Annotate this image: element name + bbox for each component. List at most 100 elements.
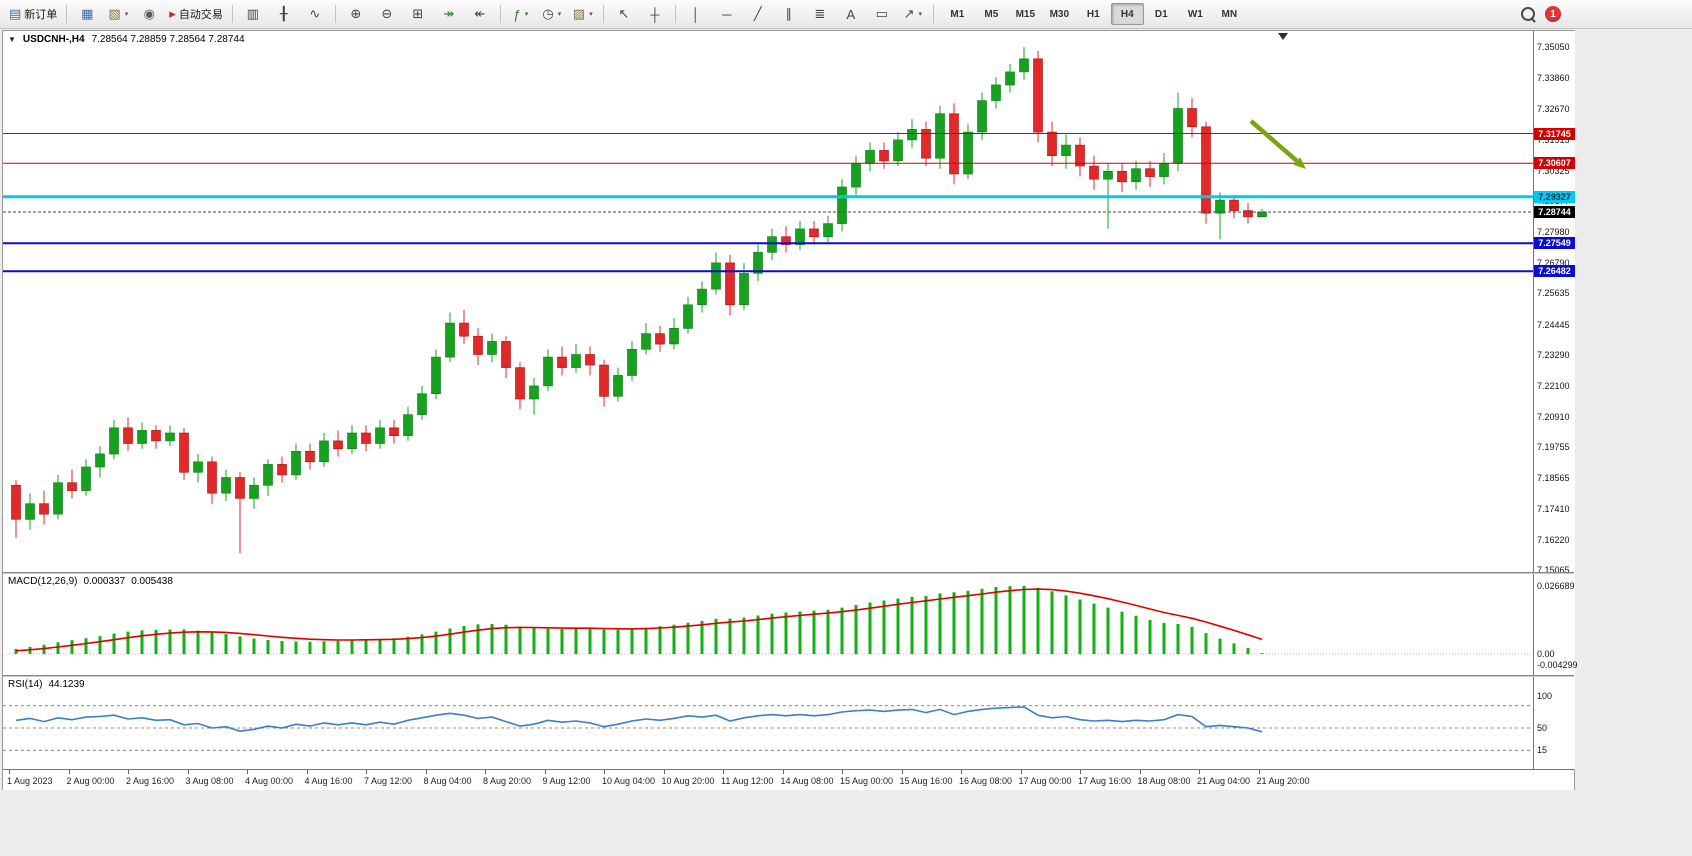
fibonacci-button[interactable]: ≣ bbox=[805, 2, 835, 26]
new-order-icon: ▤ bbox=[9, 6, 22, 21]
time-tick-label: 14 Aug 08:00 bbox=[780, 776, 834, 786]
tf-h1[interactable]: H1 bbox=[1086, 8, 1100, 20]
rsi-pane[interactable]: RSI(14) 44.1239 bbox=[3, 677, 1533, 769]
autotrading-button[interactable]: ▸ 自动交易 bbox=[165, 2, 227, 26]
horizontal-line-button[interactable]: ─ bbox=[712, 2, 742, 26]
rsi-label[interactable]: RSI(14) 44.1239 bbox=[8, 679, 85, 690]
rsi-line bbox=[15, 706, 1263, 733]
indicators-button[interactable]: ƒ ▾ bbox=[506, 2, 536, 26]
pane-splitter[interactable] bbox=[3, 675, 1574, 677]
tf-mn[interactable]: MN bbox=[1221, 8, 1238, 20]
tf-m15[interactable]: M15 bbox=[1015, 8, 1036, 20]
macd-tick-label: -0.004299 bbox=[1537, 660, 1578, 670]
macd-value-main: 0.000337 bbox=[83, 576, 126, 587]
tile-windows-button[interactable]: ⊞ bbox=[403, 2, 433, 26]
time-tick-mark bbox=[187, 770, 189, 774]
arrows-button[interactable]: ↗ ▾ bbox=[898, 2, 928, 26]
tf-m1[interactable]: M1 bbox=[950, 8, 965, 20]
time-tick-label: 16 Aug 08:00 bbox=[959, 776, 1013, 786]
rsi-tick-label: 100 bbox=[1537, 691, 1553, 701]
time-tick-mark bbox=[961, 770, 962, 774]
periods-button[interactable]: ◷ ▾ bbox=[537, 2, 567, 26]
alerts-button[interactable]: ◉ bbox=[134, 2, 164, 26]
time-tick-mark bbox=[1199, 770, 1200, 774]
main-chart-canvas[interactable] bbox=[3, 31, 1533, 572]
chart-shift-button[interactable]: ↞ bbox=[465, 2, 495, 26]
rsi-canvas[interactable] bbox=[3, 677, 1533, 769]
horizontal-line-icon: ─ bbox=[722, 6, 732, 22]
text-button[interactable]: A bbox=[836, 2, 866, 26]
notification-badge[interactable]: 1 bbox=[1545, 6, 1561, 22]
chevron-down-icon: ▾ bbox=[557, 11, 562, 18]
tf-m5[interactable]: M5 bbox=[984, 8, 999, 20]
vertical-line-icon: │ bbox=[691, 6, 700, 22]
toolbar-separator bbox=[334, 5, 336, 23]
price-axis[interactable]: 7.350507.338607.326707.315157.303257.291… bbox=[1533, 31, 1578, 769]
time-tick-mark bbox=[544, 770, 546, 774]
new-order-button[interactable]: ▤ 新订单 bbox=[5, 2, 61, 26]
macd-label[interactable]: MACD(12,26,9) 0.000337 0.005438 bbox=[8, 576, 173, 587]
price-line-tag-7.30607: 7.30607 bbox=[1534, 157, 1575, 170]
tf-m30[interactable]: M30 bbox=[1049, 8, 1070, 20]
time-tick-label: 1 Aug 2023 bbox=[7, 776, 53, 786]
chevron-down-icon: ▾ bbox=[124, 11, 129, 18]
chart-shift-marker[interactable] bbox=[1278, 33, 1288, 40]
zoom-out-button[interactable]: ⊖ bbox=[372, 2, 402, 26]
tf-h4[interactable]: H4 bbox=[1110, 3, 1144, 25]
templates-button[interactable]: ▨ ▾ bbox=[568, 2, 598, 26]
zoom-in-button[interactable]: ⊕ bbox=[341, 2, 371, 26]
macd-canvas[interactable] bbox=[3, 574, 1533, 675]
pane-splitter[interactable] bbox=[3, 572, 1574, 574]
time-tick-mark bbox=[128, 770, 129, 774]
chart-ohlc-readout: 7.28564 7.28859 7.28564 7.28744 bbox=[91, 34, 245, 45]
time-tick-label: 4 Aug 00:00 bbox=[245, 776, 294, 786]
channel-button[interactable]: ∥ bbox=[774, 2, 804, 26]
time-tick-mark bbox=[425, 770, 427, 774]
time-tick-mark bbox=[842, 770, 843, 774]
time-tick-mark bbox=[1080, 770, 1081, 774]
time-tick-label: 8 Aug 20:00 bbox=[483, 776, 532, 786]
price-tick-label: 7.23290 bbox=[1537, 349, 1570, 360]
toolbar: ▤ 新订单 ▦ ▧ ▾ ◉ ▸ 自动交易 ▥ ╂ ∿ ⊕ ⊖ ⊞ ↠ ↞ ƒ ▾ ◷ ▾ ▨ ▾ ↖ ┼ │ ─ ╱ ∥ ≣ A ▭ ↗ ▾ M… bbox=[0, 0, 1692, 29]
macd-value-signal: 0.005438 bbox=[131, 576, 173, 587]
trendline-button[interactable]: ╱ bbox=[743, 2, 773, 26]
label-button[interactable]: ▭ bbox=[867, 2, 897, 26]
time-tick-label: 21 Aug 04:00 bbox=[1197, 776, 1251, 786]
macd-tick-label: 0.026689 bbox=[1537, 581, 1575, 591]
macd-pane[interactable]: MACD(12,26,9) 0.000337 0.005438 bbox=[3, 574, 1533, 675]
price-line-tag-7.27549: 7.27549 bbox=[1534, 237, 1575, 250]
toolbar-separator bbox=[674, 5, 676, 23]
chevron-down-icon: ▾ bbox=[589, 11, 593, 18]
vertical-line-button[interactable]: │ bbox=[681, 2, 711, 26]
price-tick-label: 7.31515 bbox=[1537, 134, 1570, 145]
cursor-button[interactable]: ↖ bbox=[609, 2, 639, 26]
time-tick-label: 17 Aug 00:00 bbox=[1018, 776, 1072, 786]
autotrading-button-label: 自动交易 bbox=[178, 9, 223, 21]
new-chart-button[interactable]: ▦ bbox=[72, 2, 102, 26]
tf-d1[interactable]: D1 bbox=[1154, 8, 1168, 20]
main-chart-pane[interactable]: ▼ USDCNH-,H4 7.28564 7.28859 7.28564 7.2… bbox=[3, 31, 1533, 572]
new-order-button-label: 新订单 bbox=[24, 9, 58, 21]
channel-icon: ∥ bbox=[785, 6, 793, 21]
price-tick-label: 7.17410 bbox=[1537, 503, 1570, 514]
toolbar-separator bbox=[499, 5, 501, 23]
time-tick-mark bbox=[782, 770, 784, 774]
chart-title: ▼ USDCNH-,H4 7.28564 7.28859 7.28564 7.2… bbox=[8, 34, 245, 45]
price-tick-label: 7.25635 bbox=[1537, 288, 1570, 299]
search-icon[interactable] bbox=[1521, 7, 1535, 21]
time-tick-mark bbox=[723, 770, 724, 774]
line-chart-button[interactable]: ∿ bbox=[300, 2, 330, 26]
macd-signal-line bbox=[15, 588, 1263, 652]
tile-windows-icon: ⊞ bbox=[412, 6, 424, 21]
tf-w1[interactable]: W1 bbox=[1187, 8, 1203, 20]
one-click-trading-toggle[interactable]: ▼ bbox=[8, 35, 16, 44]
time-axis[interactable]: 1 Aug 2023 2 Aug 00:00 2 Aug 16:00 3 Aug 08… bbox=[3, 769, 1574, 790]
auto-scroll-button[interactable]: ↠ bbox=[434, 2, 464, 26]
crosshair-button[interactable]: ┼ bbox=[640, 2, 670, 26]
bar-chart-button[interactable]: ▥ bbox=[238, 2, 268, 26]
candlestick-button[interactable]: ╂ bbox=[269, 2, 299, 26]
toolbar-separator bbox=[66, 5, 68, 23]
trend-arrow-annotation[interactable] bbox=[1249, 119, 1306, 169]
profiles-button[interactable]: ▧ ▾ bbox=[103, 2, 133, 26]
